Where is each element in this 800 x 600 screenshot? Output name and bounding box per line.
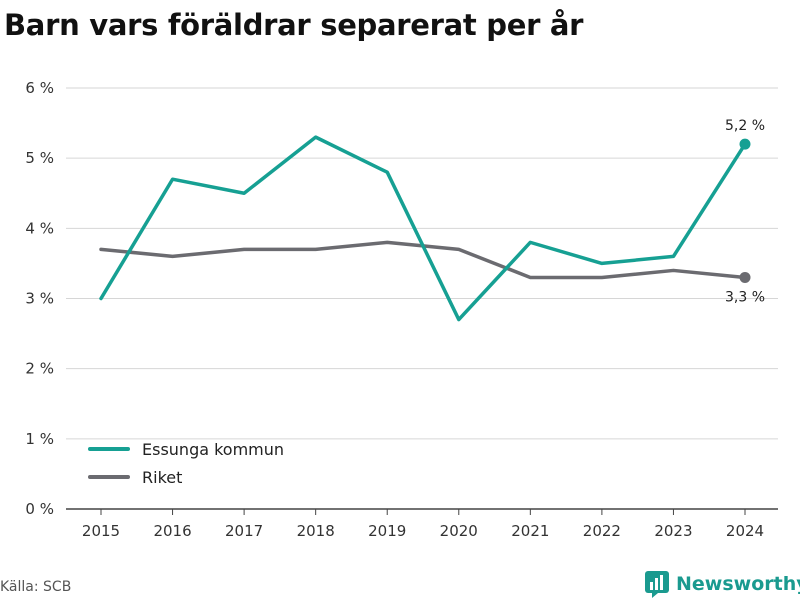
y-tick-label: 4 % bbox=[25, 219, 54, 237]
legend-label: Riket bbox=[142, 468, 182, 487]
series-lines bbox=[99, 135, 751, 322]
y-tick-label: 2 % bbox=[25, 360, 54, 378]
y-tick-label: 0 % bbox=[25, 500, 54, 518]
x-tick-label: 2023 bbox=[654, 522, 692, 540]
legend-label: Essunga kommun bbox=[142, 440, 284, 459]
x-tick-label: 2021 bbox=[511, 522, 549, 540]
x-tick-label: 2019 bbox=[368, 522, 406, 540]
brand-name: Newsworthy bbox=[676, 573, 800, 595]
x-tick-label: 2017 bbox=[225, 522, 263, 540]
x-tick-label: 2020 bbox=[440, 522, 478, 540]
x-tick-label: 2024 bbox=[726, 522, 764, 540]
x-tick-label: 2018 bbox=[297, 522, 335, 540]
x-tick-label: 2015 bbox=[82, 522, 120, 540]
newsworthy-logo-icon bbox=[645, 571, 669, 598]
data-label: 3,3 % bbox=[725, 289, 765, 305]
series-line-essunga-kommun bbox=[99, 135, 747, 322]
y-axis-ticks: 0 % 1 % 2 % 3 % 4 % 5 % 6 % bbox=[25, 79, 54, 518]
chart-title: Barn vars föräldrar separerat per år bbox=[4, 8, 584, 42]
end-point-marker bbox=[739, 271, 751, 283]
end-point-marker bbox=[739, 138, 751, 150]
brand-logo: Newsworthy bbox=[644, 570, 800, 598]
annotations: 5,2 % 3,3 % bbox=[725, 118, 765, 305]
x-tick-label: 2022 bbox=[583, 522, 621, 540]
y-tick-label: 3 % bbox=[25, 290, 54, 308]
y-tick-label: 6 % bbox=[25, 79, 54, 97]
x-tick-label: 2016 bbox=[153, 522, 191, 540]
y-tick-label: 1 % bbox=[25, 430, 54, 448]
x-axis-ticks: 2015 2016 2017 2018 2019 2020 2021 2022 2023 2024 bbox=[82, 509, 764, 540]
y-tick-label: 5 % bbox=[25, 149, 54, 167]
source-note: Källa: SCB bbox=[0, 579, 72, 595]
gridlines bbox=[66, 87, 778, 510]
legend: Essunga kommun Riket bbox=[88, 440, 284, 487]
data-label: 5,2 % bbox=[725, 118, 765, 134]
